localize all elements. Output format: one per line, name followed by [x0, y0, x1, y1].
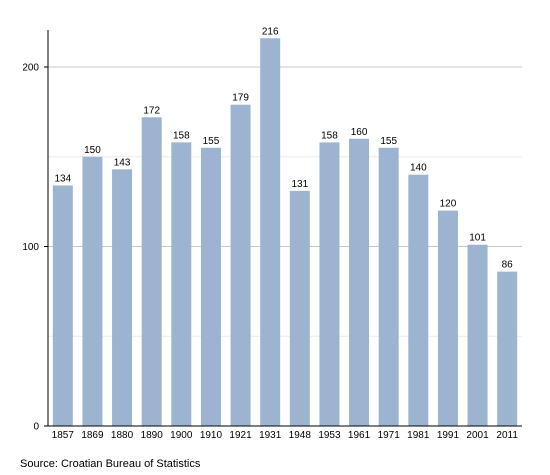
- bar-1948: [289, 190, 310, 426]
- x-tick-label-1991: 1991: [437, 430, 460, 441]
- x-tick-label-2011: 2011: [496, 430, 518, 441]
- bar-1880: [112, 169, 133, 426]
- x-tick-label-1869: 1869: [81, 430, 104, 441]
- bar-1961: [349, 138, 370, 427]
- value-label-1857: 134: [54, 173, 71, 184]
- value-label-1921: 179: [232, 93, 249, 104]
- value-label-1948: 131: [291, 179, 308, 190]
- source-note: Source: Croatian Bureau of Statistics: [20, 458, 201, 470]
- bar-1890: [141, 117, 162, 426]
- y-tick-label: 0: [33, 422, 39, 433]
- x-tick-label-1981: 1981: [407, 430, 430, 441]
- value-label-1991: 120: [440, 199, 457, 210]
- x-tick-label-1910: 1910: [200, 430, 223, 441]
- x-tick-label-2001: 2001: [466, 430, 489, 441]
- bar-1991: [437, 210, 458, 426]
- x-tick-label-1857: 1857: [52, 430, 75, 441]
- x-tick-label-1931: 1931: [259, 430, 282, 441]
- bar-1931: [260, 38, 281, 426]
- bar-1910: [200, 147, 221, 426]
- value-label-1931: 216: [262, 26, 279, 37]
- bar-1900: [171, 142, 192, 426]
- x-tick-label-1961: 1961: [348, 430, 371, 441]
- bar-1981: [408, 174, 429, 426]
- bar-2001: [467, 244, 488, 426]
- x-tick-label-1953: 1953: [318, 430, 341, 441]
- value-label-1971: 155: [380, 136, 397, 147]
- value-labels: 134 150 143 172 158 155 179 216 131 158 160 155 140 1…: [54, 26, 513, 270]
- value-label-1953: 158: [321, 130, 338, 141]
- value-label-1961: 160: [351, 127, 368, 138]
- value-label-1900: 158: [173, 130, 190, 141]
- x-tick-label-1890: 1890: [141, 430, 164, 441]
- x-tick-label-1948: 1948: [289, 430, 312, 441]
- bar-1921: [230, 104, 251, 426]
- bar-1953: [319, 142, 340, 426]
- value-label-1981: 140: [410, 163, 427, 174]
- bar-1857: [52, 185, 73, 426]
- y-tick-label: 100: [22, 242, 39, 253]
- value-label-1890: 172: [143, 105, 160, 116]
- bars: [52, 38, 518, 427]
- y-axis-ticks: 0 100 200: [22, 63, 48, 433]
- x-tick-label-1921: 1921: [229, 430, 252, 441]
- value-label-1880: 143: [114, 157, 131, 168]
- bar-1869: [82, 156, 103, 426]
- x-tick-label-1880: 1880: [111, 430, 134, 441]
- bar-1971: [378, 147, 399, 426]
- bar-2011: [497, 271, 518, 426]
- x-tick-label-1971: 1971: [378, 430, 401, 441]
- value-label-2001: 101: [469, 233, 486, 244]
- value-label-1910: 155: [203, 136, 220, 147]
- y-tick-label: 200: [22, 63, 39, 74]
- value-label-1869: 150: [84, 145, 101, 156]
- x-tick-label-1900: 1900: [170, 430, 193, 441]
- x-axis-labels: 1857 1869 1880 1890 1900 1910 1921 1931 1948 1953…: [52, 430, 519, 441]
- value-label-2011: 86: [502, 260, 514, 271]
